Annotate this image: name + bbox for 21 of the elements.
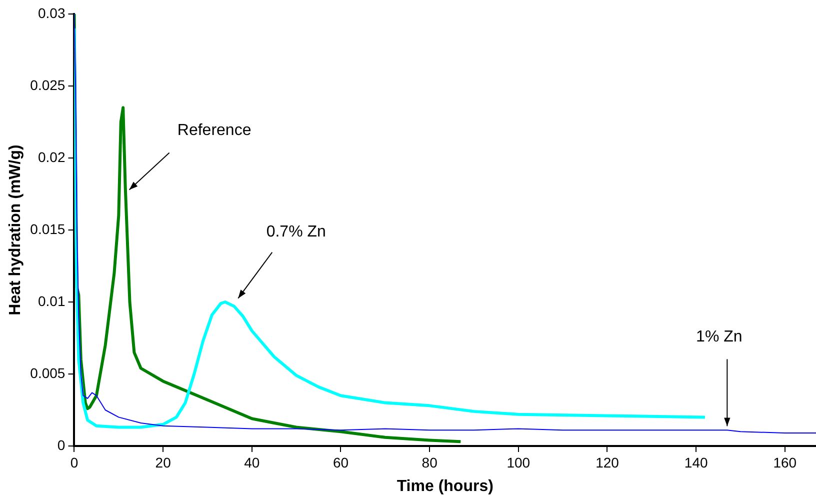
annotation: 0.7% Zn <box>266 224 326 241</box>
y-tick-label: 0.01 <box>38 292 66 309</box>
x-tick-label: 60 <box>332 454 349 470</box>
y-tick-label: 0.005 <box>30 364 66 381</box>
y-tick-label: 0.015 <box>30 220 66 237</box>
x-tick-label: 40 <box>244 454 260 470</box>
x-tick-label: 120 <box>596 454 620 470</box>
y-tick-label: 0 <box>57 436 66 453</box>
y-tick-label: 0.02 <box>38 148 66 165</box>
y-tick-label: 0.025 <box>30 76 66 93</box>
x-tick-label: 140 <box>684 454 708 470</box>
y-axis-title: Heat hydration (mW/g) <box>7 144 24 316</box>
x-tick-label: 20 <box>155 454 172 470</box>
y-tick-label: 0.03 <box>38 4 66 21</box>
annotation: Reference <box>177 122 252 140</box>
x-tick-label: 160 <box>773 454 797 470</box>
x-tick-label: 80 <box>422 454 438 470</box>
x-axis-title: Time (hours) <box>396 478 494 495</box>
annotation: 1% Zn <box>696 328 742 346</box>
x-tick-label: 0 <box>70 454 78 470</box>
x-tick-label: 100 <box>506 454 530 470</box>
